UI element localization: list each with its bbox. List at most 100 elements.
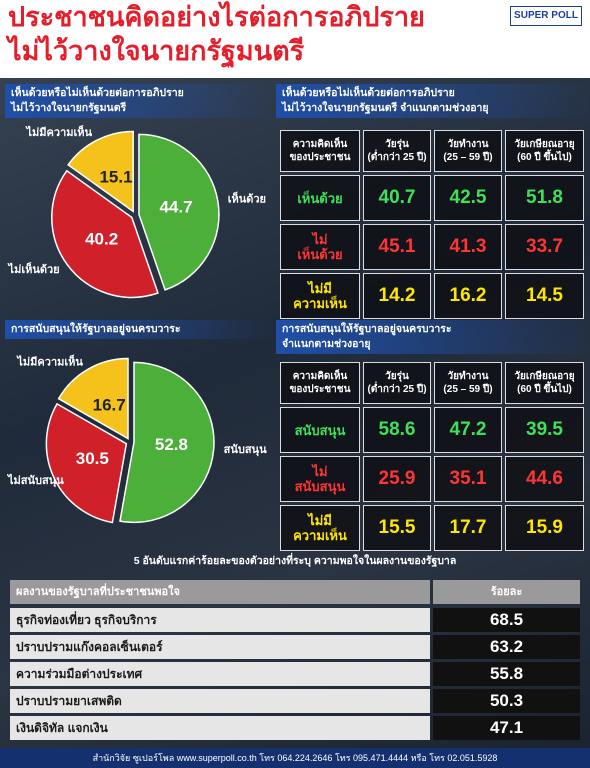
ranking-value: 47.1	[433, 716, 580, 740]
slice-value: 30.5	[76, 449, 109, 468]
header-text: (60 ปี ขึ้นไป)	[517, 152, 572, 163]
value-cell: 51.8	[505, 175, 584, 221]
header-text: วัยทำงาน	[447, 371, 489, 382]
ranking-label: ปราบปรามแก๊งคอลเซ็นเตอร์	[10, 635, 430, 659]
value-cell: 35.1	[434, 456, 502, 502]
ranking-row: เงินดิจิทัล แจกเงิน 47.1	[10, 716, 580, 740]
row-label: เห็นด้วย	[297, 190, 343, 206]
header-text: วัยรุ่น	[385, 139, 409, 150]
section-header-line: เห็นด้วยหรือไม่เห็นด้วยต่อการอภิปราย	[282, 87, 455, 99]
row-label-cell: ไม่มี ความเห็น	[280, 505, 360, 551]
row-label-cell: สนับสนุน	[280, 407, 360, 453]
header-cell: ความคิดเห็น ของประชาชน	[280, 130, 360, 172]
header-text: ความคิดเห็น	[292, 139, 348, 150]
header-cell: วัยรุ่น (ต่ำกว่า 25 ปี)	[363, 362, 431, 404]
section-header: การสนับสนุนให้รัฐบาลอยู่จนครบวาระ	[5, 320, 279, 339]
row-label: สนับสนุน	[294, 479, 346, 494]
slice-label: ไม่เห็นด้วย	[7, 262, 60, 276]
pie-slice	[119, 361, 215, 524]
slice-label: ไม่มีความเห็น	[25, 125, 93, 139]
section-header-line: การสนับสนุนให้รัฐบาลอยู่จนครบวาระ	[282, 323, 452, 335]
header-text: วัยรุ่น	[385, 371, 409, 382]
row-label: ไม่	[312, 464, 328, 479]
value-cell: 17.7	[434, 505, 502, 551]
title-box: ประชาชนคิดอย่างไรต่อการอภิปราย ไม่ไว้วาง…	[0, 0, 590, 78]
value-cell: 15.5	[363, 505, 431, 551]
value-cell: 40.7	[363, 175, 431, 221]
section-header-line: ไม่ไว้วางใจนายกรัฐมนตรี จำแนกตามช่วงอายุ	[282, 102, 489, 114]
slice-label: สนับสนุน	[224, 443, 267, 457]
value-cell: 16.2	[434, 273, 502, 319]
ranking-value: 55.8	[433, 662, 580, 686]
footer: สำนักวิจัย ซูเปอร์โพล www.superpoll.co.t…	[0, 748, 590, 768]
ranking-label: ธุรกิจท่องเที่ยว ธุรกิจบริการ	[10, 608, 430, 632]
pie-slice	[57, 357, 129, 440]
value-cell: 14.5	[505, 273, 584, 319]
row-label-cell: ไม่ สนับสนุน	[280, 456, 360, 502]
pie-slice	[45, 402, 128, 524]
row-label: ไม่	[312, 232, 328, 247]
age-table: ความคิดเห็น ของประชาชน วัยรุ่น (ต่ำกว่า 25 …	[280, 130, 584, 319]
section-header-line: เห็นด้วยหรือไม่เห็นด้วยต่อการอภิปราย	[11, 87, 184, 99]
header-text: วัยเกษียณอายุ	[514, 139, 575, 150]
slice-value: 40.2	[85, 229, 118, 248]
ranking-label: เงินดิจิทัล แจกเงิน	[10, 716, 430, 740]
value-cell: 25.9	[363, 456, 431, 502]
ranking-header-value: ร้อยละ	[433, 580, 580, 604]
brand: SUPER POLL	[510, 6, 582, 26]
title: ประชาชนคิดอย่างไรต่อการอภิปราย	[8, 2, 425, 32]
ranking-row: ปราบปรามยาเสพติด 50.3	[10, 689, 580, 713]
value-cell: 14.2	[363, 273, 431, 319]
ranking-value: 68.5	[433, 608, 580, 632]
row-label: ความเห็น	[293, 528, 347, 543]
header-text: (ต่ำกว่า 25 ปี)	[367, 384, 427, 395]
header-text: (60 ปี ขึ้นไป)	[517, 384, 572, 395]
section-header: เห็นด้วยหรือไม่เห็นด้วยต่อการอภิปรายไม่ไ…	[5, 84, 279, 118]
ranking-value: 50.3	[433, 689, 580, 713]
value-cell: 15.9	[505, 505, 584, 551]
header-text: ของประชาชน	[289, 384, 351, 395]
row-label: สนับสนุน	[294, 422, 346, 438]
section-header-line: จำแนกตามช่วงอายุ	[282, 338, 371, 350]
header-text: วัยทำงาน	[447, 139, 489, 150]
header-cell: วัยทำงาน (25 – 59 ปี)	[434, 362, 502, 404]
value-cell: 39.5	[505, 407, 584, 453]
ranking-label: ปราบปรามยาเสพติด	[10, 689, 430, 713]
value-cell: 45.1	[363, 224, 431, 270]
ranking-title: 5 อันดับแรกค่าร้อยละของตัวอย่างที่ระบุ ค…	[133, 555, 457, 567]
ranking-value: 63.2	[433, 635, 580, 659]
slice-label: ไม่มีความเห็น	[15, 354, 83, 368]
row-label: ไม่มี	[308, 513, 332, 528]
slice-label: เห็นด้วย	[228, 192, 266, 206]
header-cell: วัยเกษียณอายุ (60 ปี ขึ้นไป)	[505, 130, 584, 172]
title: ไม่ไว้วางใจนายกรัฐมนตรี	[8, 36, 305, 66]
header-text: (25 – 59 ปี)	[443, 152, 493, 163]
section-header-line: ไม่ไว้วางใจนายกรัฐมนตรี	[11, 102, 127, 114]
header-cell: วัยทำงาน (25 – 59 ปี)	[434, 130, 502, 172]
pie-slice	[51, 169, 159, 299]
header-text: (ต่ำกว่า 25 ปี)	[367, 152, 427, 163]
ranking-row: ธุรกิจท่องเที่ยว ธุรกิจบริการ 68.5	[10, 608, 580, 632]
header-cell: วัยรุ่น (ต่ำกว่า 25 ปี)	[363, 130, 431, 172]
pie-slice	[67, 130, 134, 213]
ranking-label: ความร่วมมือต่างประเทศ	[10, 662, 430, 686]
row-label-cell: เห็นด้วย	[280, 175, 360, 221]
pie-slice	[138, 133, 220, 291]
slice-value: 52.8	[155, 435, 188, 454]
ranking-row: ปราบปรามแก๊งคอลเซ็นเตอร์ 63.2	[10, 635, 580, 659]
age-table: ความคิดเห็น ของประชาชน วัยรุ่น (ต่ำกว่า 25 …	[280, 362, 584, 551]
section-header: เห็นด้วยหรือไม่เห็นด้วยต่อการอภิปรายไม่ไ…	[276, 84, 590, 118]
slice-label: ไม่สนับสนุน	[6, 473, 64, 488]
row-label: เห็นด้วย	[297, 247, 343, 262]
header-text: (25 – 59 ปี)	[443, 384, 493, 395]
row-label-cell: ไม่ เห็นด้วย	[280, 224, 360, 270]
value-cell: 44.6	[505, 456, 584, 502]
header-cell: วัยเกษียณอายุ (60 ปี ขึ้นไป)	[505, 362, 584, 404]
slice-value: 15.1	[99, 167, 132, 186]
row-label: ความเห็น	[293, 296, 347, 311]
value-cell: 58.6	[363, 407, 431, 453]
pie-chart: 44.7 เห็นด้วย 40.2 ไม่เห็นด้วย 15.1 ไม่มีความ…	[7, 125, 266, 299]
ranking-row: ความร่วมมือต่างประเทศ 55.8	[10, 662, 580, 686]
ranking-header: ผลงานของรัฐบาลที่ประชาชนพอใจ ร้อยละ	[10, 580, 580, 604]
